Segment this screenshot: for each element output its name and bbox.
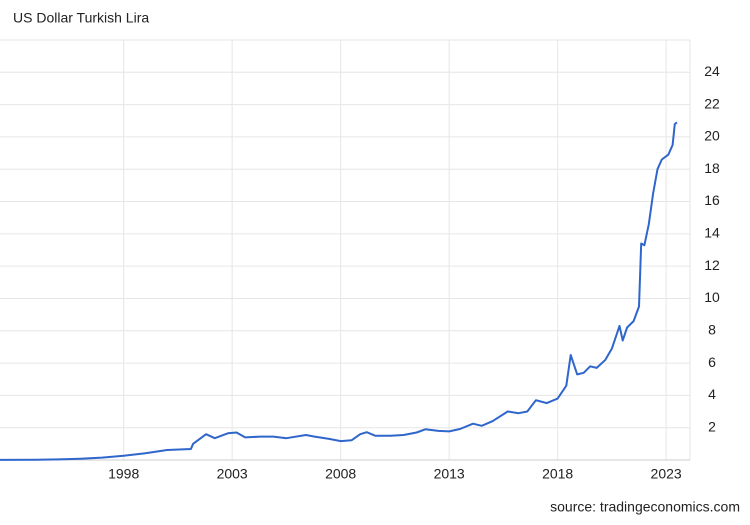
y-tick-label: 2 — [708, 418, 716, 434]
y-tick-label: 24 — [704, 63, 720, 79]
x-tick-label: 2018 — [542, 466, 573, 482]
chart-title: US Dollar Turkish Lira — [13, 10, 149, 26]
x-tick-label: 2023 — [651, 466, 682, 482]
y-tick-label: 4 — [708, 386, 716, 402]
x-tick-label: 2013 — [434, 466, 465, 482]
y-tick-label: 22 — [704, 95, 720, 111]
x-tick-label: 1998 — [108, 466, 139, 482]
y-tick-label: 8 — [708, 321, 716, 337]
y-tick-label: 6 — [708, 354, 716, 370]
x-tick-label: 2003 — [217, 466, 248, 482]
y-tick-label: 20 — [704, 128, 720, 144]
y-tick-label: 18 — [704, 160, 720, 176]
y-tick-label: 12 — [704, 257, 720, 273]
x-tick-label: 2008 — [325, 466, 356, 482]
line-series — [0, 121, 678, 461]
y-tick-label: 10 — [704, 289, 720, 305]
y-tick-label: 16 — [704, 192, 720, 208]
source: source: tradingeconomics.com — [550, 499, 740, 515]
y-tick-label: 14 — [704, 225, 720, 241]
